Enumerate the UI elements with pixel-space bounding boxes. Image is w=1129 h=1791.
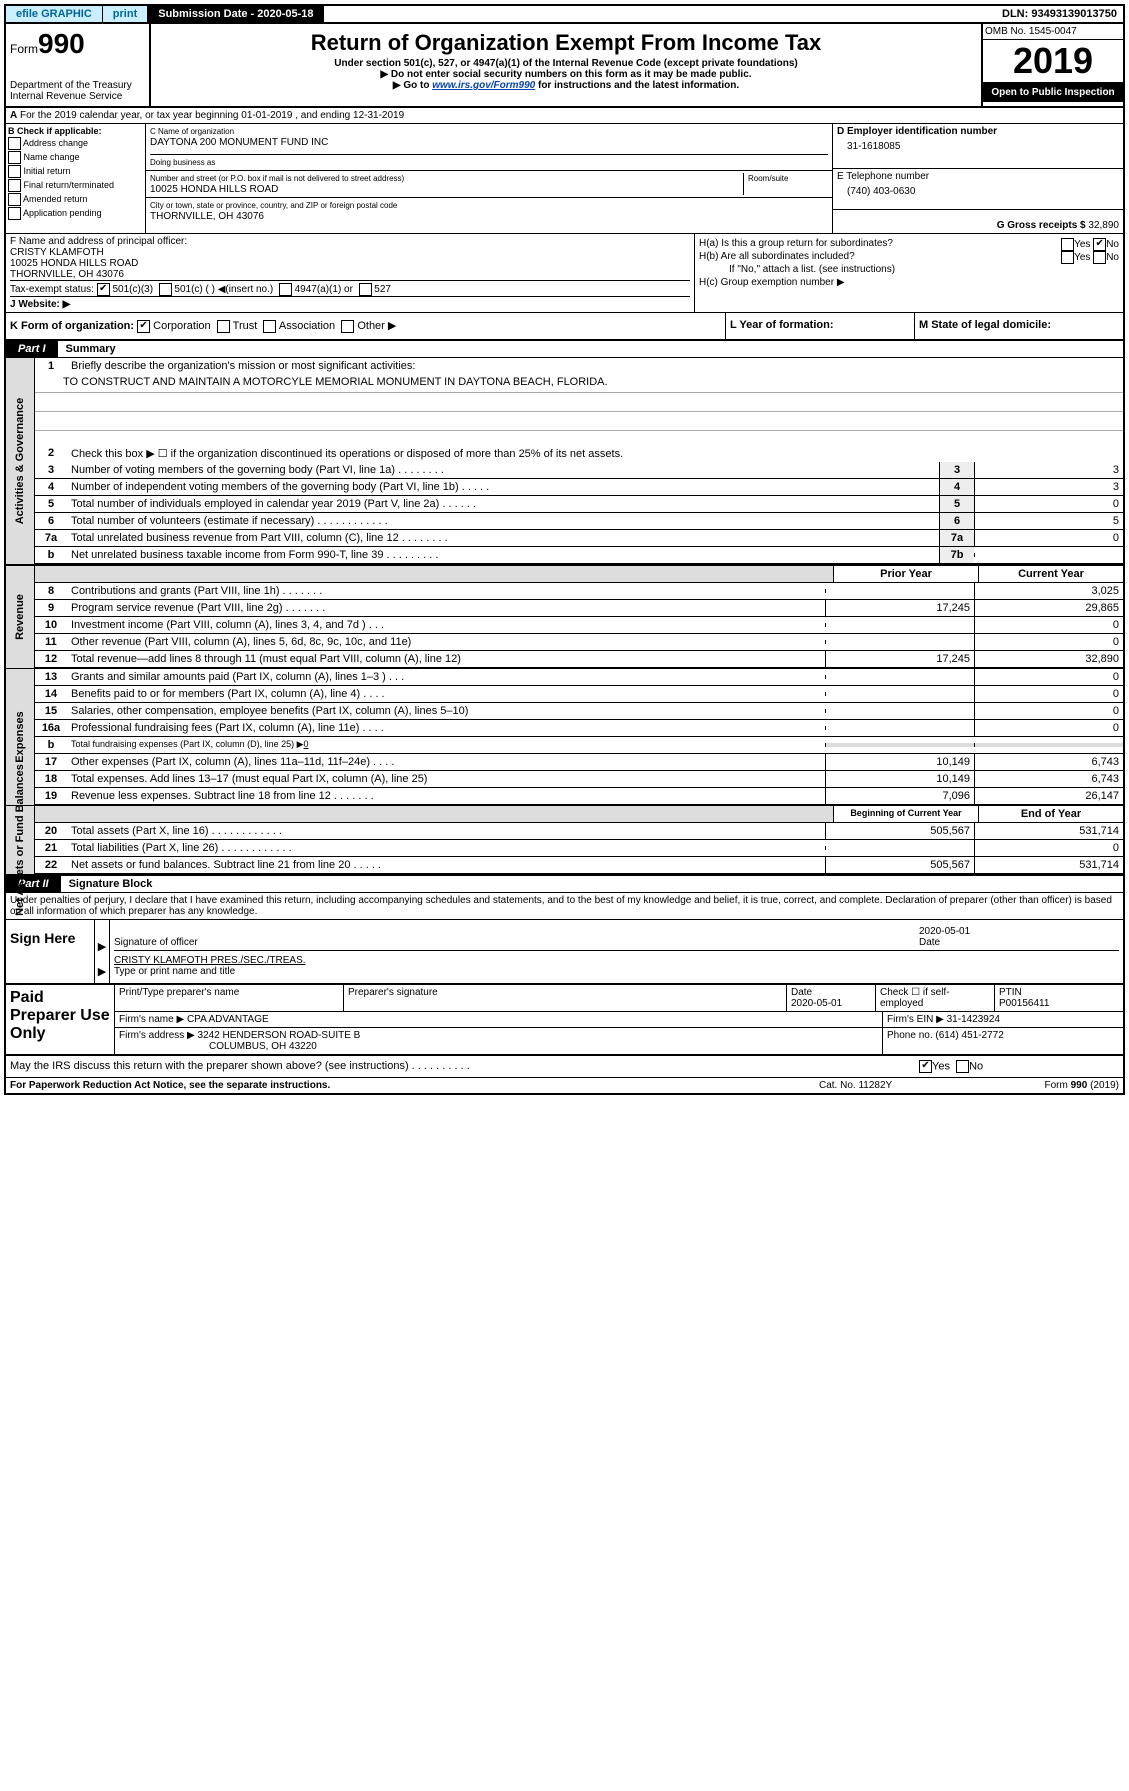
ein-box: D Employer identification number 31-1618… <box>833 124 1123 233</box>
paid-preparer-fields: Print/Type preparer's name Preparer's si… <box>115 985 1123 1054</box>
top-bar: efile GRAPHIC print Submission Date - 20… <box>4 4 1125 24</box>
year-formation: L Year of formation: <box>726 313 915 339</box>
principal-officer: F Name and address of principal officer:… <box>6 234 695 312</box>
instructions-link[interactable]: www.irs.gov/Form990 <box>432 80 535 91</box>
dln: DLN: 93493139013750 <box>996 6 1123 22</box>
form-title: Return of Organization Exempt From Incom… <box>155 30 977 56</box>
form-id-box: Form990 Department of the Treasury Inter… <box>6 24 151 106</box>
vtab-activities: Activities & Governance <box>6 358 35 564</box>
state-domicile: M State of legal domicile: <box>915 313 1123 339</box>
year-box: OMB No. 1545-0047 2019 Open to Public In… <box>981 24 1123 106</box>
discuss-row: May the IRS discuss this return with the… <box>6 1056 1123 1077</box>
signature-fields: Signature of officer 2020-05-01Date CRIS… <box>110 920 1123 983</box>
vtab-revenue: Revenue <box>6 566 35 668</box>
part2-header: Part II Signature Block <box>6 874 1123 893</box>
submission-date: Submission Date - 2020-05-18 <box>148 6 323 22</box>
check-applicable: B Check if applicable: Address change Na… <box>6 124 146 233</box>
mission-text: TO CONSTRUCT AND MAINTAIN A MOTORCYLE ME… <box>35 374 1123 393</box>
footer: For Paperwork Reduction Act Notice, see … <box>6 1077 1123 1093</box>
efile-button[interactable]: efile GRAPHIC <box>6 6 103 22</box>
form-of-org: K Form of organization: ✔ Corporation Tr… <box>6 313 726 339</box>
paid-preparer-label: Paid Preparer Use Only <box>6 985 115 1054</box>
tax-year-row: A For the 2019 calendar year, or tax yea… <box>6 108 1123 124</box>
sign-here-label: Sign Here <box>6 920 95 983</box>
vtab-netassets: Net Assets or Fund Balances <box>6 806 35 874</box>
perjury-text: Under penalties of perjury, I declare th… <box>6 893 1123 920</box>
group-return: H(a) Is this a group return for subordin… <box>695 234 1123 312</box>
form-title-box: Return of Organization Exempt From Incom… <box>151 24 981 106</box>
print-button[interactable]: print <box>103 6 148 22</box>
form-body: Form990 Department of the Treasury Inter… <box>4 24 1125 1095</box>
part1-header: Part I Summary <box>6 341 1123 358</box>
org-info: C Name of organization DAYTONA 200 MONUM… <box>146 124 833 233</box>
